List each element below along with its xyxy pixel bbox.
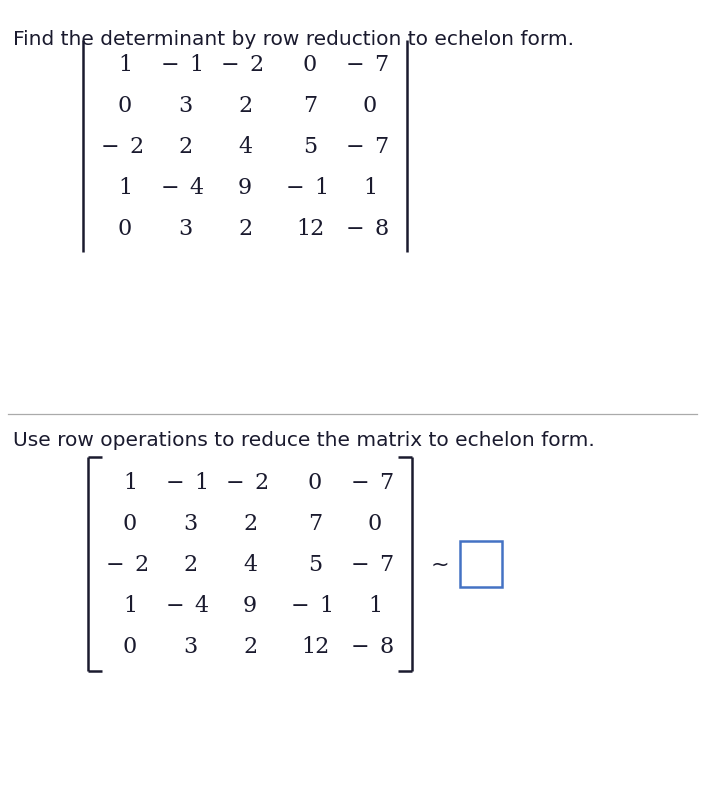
Text: −: −	[345, 217, 364, 240]
Text: −: −	[345, 54, 364, 76]
Text: 0: 0	[368, 512, 382, 534]
Text: 12: 12	[296, 217, 324, 240]
Text: 2: 2	[134, 553, 148, 575]
Text: −: −	[221, 54, 239, 76]
Bar	[460, 541, 502, 587]
Text: −: −	[286, 176, 304, 199]
Text: 4: 4	[238, 136, 252, 158]
Text: −: −	[166, 472, 184, 493]
Text: 1: 1	[363, 176, 377, 199]
Text: 7: 7	[308, 512, 322, 534]
Text: 4: 4	[194, 594, 208, 616]
Text: −: −	[226, 472, 244, 493]
Text: 3: 3	[178, 95, 192, 117]
Text: 8: 8	[379, 635, 393, 657]
Text: 3: 3	[178, 217, 192, 240]
Text: 2: 2	[183, 553, 197, 575]
Text: 2: 2	[249, 54, 263, 76]
Text: 2: 2	[254, 472, 268, 493]
Text: 9: 9	[238, 176, 252, 199]
Text: 9: 9	[243, 594, 257, 616]
Text: −: −	[290, 594, 309, 616]
Text: −: −	[350, 635, 369, 657]
Text: 0: 0	[123, 635, 137, 657]
Text: 3: 3	[183, 635, 197, 657]
Text: 7: 7	[379, 472, 393, 493]
Text: 2: 2	[243, 512, 257, 534]
Text: 0: 0	[123, 512, 137, 534]
Text: 1: 1	[123, 472, 137, 493]
Text: 0: 0	[363, 95, 377, 117]
Text: 0: 0	[308, 472, 322, 493]
Text: 8: 8	[374, 217, 388, 240]
Text: −: −	[160, 176, 179, 199]
Text: 12: 12	[301, 635, 329, 657]
Text: 4: 4	[189, 176, 203, 199]
Text: 1: 1	[118, 176, 132, 199]
Text: 4: 4	[243, 553, 257, 575]
Text: 3: 3	[183, 512, 197, 534]
Text: 2: 2	[238, 95, 252, 117]
Text: 7: 7	[379, 553, 393, 575]
Text: Find the determinant by row reduction to echelon form.: Find the determinant by row reduction to…	[13, 30, 574, 49]
Text: 1: 1	[319, 594, 333, 616]
Text: 2: 2	[238, 217, 252, 240]
Text: Use row operations to reduce the matrix to echelon form.: Use row operations to reduce the matrix …	[13, 431, 595, 449]
Text: −: −	[160, 54, 179, 76]
Text: −: −	[105, 553, 124, 575]
Text: 1: 1	[118, 54, 132, 76]
Text: 0: 0	[303, 54, 317, 76]
Text: −: −	[345, 136, 364, 158]
Text: 7: 7	[374, 54, 388, 76]
Text: 2: 2	[129, 136, 143, 158]
Text: 7: 7	[303, 95, 317, 117]
Text: 0: 0	[118, 217, 132, 240]
Text: −: −	[350, 553, 369, 575]
Text: 0: 0	[118, 95, 132, 117]
Text: −: −	[166, 594, 184, 616]
Text: 1: 1	[368, 594, 382, 616]
Text: 1: 1	[194, 472, 208, 493]
Text: −: −	[350, 472, 369, 493]
Text: 1: 1	[314, 176, 328, 199]
Text: 2: 2	[178, 136, 192, 158]
Text: 2: 2	[243, 635, 257, 657]
Text: 5: 5	[303, 136, 317, 158]
Text: 5: 5	[308, 553, 322, 575]
Text: −: −	[100, 136, 119, 158]
Text: 7: 7	[374, 136, 388, 158]
Text: ~: ~	[431, 554, 449, 574]
Text: 1: 1	[123, 594, 137, 616]
Text: 1: 1	[189, 54, 203, 76]
